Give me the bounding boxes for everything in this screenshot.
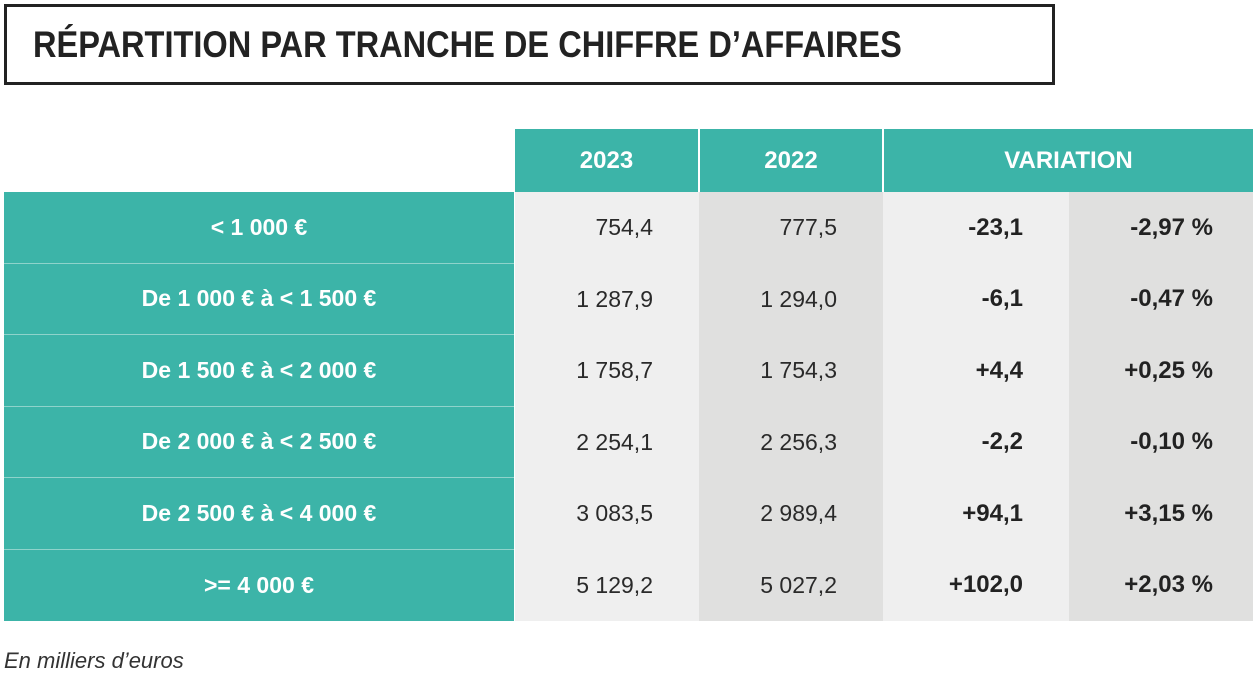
row-label: De 2 500 € à < 4 000 € bbox=[4, 478, 514, 550]
value-2023: 2 254,1 bbox=[515, 406, 699, 478]
table-row: < 1 000 € 754,4 777,5 -23,1 -2,97 % bbox=[4, 192, 1253, 264]
variation-value: -6,1 bbox=[883, 263, 1069, 335]
variation-percent: +3,15 % bbox=[1069, 478, 1253, 550]
header-2023: 2023 bbox=[515, 129, 698, 192]
units-note: En milliers d’euros bbox=[4, 648, 184, 673]
value-2022: 5 027,2 bbox=[699, 549, 883, 621]
variation-percent: +0,25 % bbox=[1069, 335, 1253, 407]
header-2022: 2022 bbox=[700, 129, 882, 192]
table-row: >= 4 000 € 5 129,2 5 027,2 +102,0 +2,03 … bbox=[4, 549, 1253, 621]
variation-value: +94,1 bbox=[883, 478, 1069, 550]
variation-percent: -2,97 % bbox=[1069, 192, 1253, 264]
data-table: 2023 2022 VARIATION < 1 000 € 754,4 777,… bbox=[4, 129, 1253, 621]
value-2022: 1 754,3 bbox=[699, 335, 883, 407]
row-label: >= 4 000 € bbox=[4, 549, 514, 621]
variation-value: -2,2 bbox=[883, 406, 1069, 478]
value-2023: 3 083,5 bbox=[515, 478, 699, 550]
value-2023: 5 129,2 bbox=[515, 549, 699, 621]
row-label: De 1 500 € à < 2 000 € bbox=[4, 335, 514, 407]
value-2022: 2 989,4 bbox=[699, 478, 883, 550]
value-2022: 777,5 bbox=[699, 192, 883, 264]
table-header: 2023 2022 VARIATION bbox=[4, 129, 1253, 192]
table-row: De 1 000 € à < 1 500 € 1 287,9 1 294,0 -… bbox=[4, 263, 1253, 335]
title-box: RÉPARTITION PAR TRANCHE DE CHIFFRE D’AFF… bbox=[4, 4, 1055, 85]
variation-percent: -0,47 % bbox=[1069, 263, 1253, 335]
row-label: De 1 000 € à < 1 500 € bbox=[4, 263, 514, 335]
value-2023: 1 758,7 bbox=[515, 335, 699, 407]
page-title: RÉPARTITION PAR TRANCHE DE CHIFFRE D’AFF… bbox=[33, 23, 902, 65]
value-2023: 754,4 bbox=[515, 192, 699, 264]
value-2022: 2 256,3 bbox=[699, 406, 883, 478]
value-2022: 1 294,0 bbox=[699, 263, 883, 335]
row-label: De 2 000 € à < 2 500 € bbox=[4, 406, 514, 478]
value-2023: 1 287,9 bbox=[515, 263, 699, 335]
variation-percent: +2,03 % bbox=[1069, 549, 1253, 621]
row-label: < 1 000 € bbox=[4, 192, 514, 264]
table-row: De 2 000 € à < 2 500 € 2 254,1 2 256,3 -… bbox=[4, 406, 1253, 478]
variation-value: +4,4 bbox=[883, 335, 1069, 407]
variation-percent: -0,10 % bbox=[1069, 406, 1253, 478]
table-row: De 2 500 € à < 4 000 € 3 083,5 2 989,4 +… bbox=[4, 478, 1253, 550]
variation-value: +102,0 bbox=[883, 549, 1069, 621]
header-variation: VARIATION bbox=[884, 129, 1253, 192]
table-row: De 1 500 € à < 2 000 € 1 758,7 1 754,3 +… bbox=[4, 335, 1253, 407]
variation-value: -23,1 bbox=[883, 192, 1069, 264]
